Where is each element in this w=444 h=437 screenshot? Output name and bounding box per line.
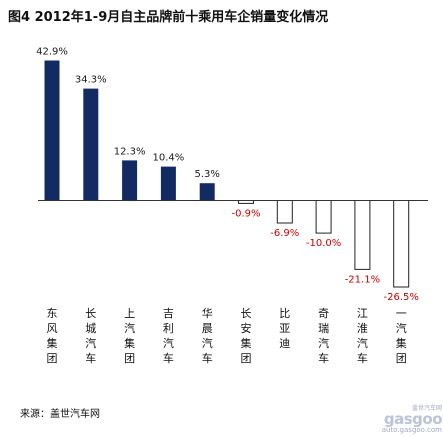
category-label: 长安集团	[241, 307, 252, 365]
bar	[393, 200, 410, 288]
data-label: -10.0%	[306, 238, 341, 249]
data-label: -21.1%	[345, 274, 380, 285]
bar	[44, 60, 60, 201]
category-label: 比亚迪	[279, 307, 290, 350]
data-label: 10.4%	[153, 153, 185, 164]
data-label: 5.3%	[194, 169, 219, 180]
bar	[160, 166, 176, 201]
watermark-tagline: 盖世汽车网	[411, 405, 442, 412]
watermark-brand: gasgoo	[383, 410, 443, 428]
bar	[199, 183, 215, 201]
bar	[122, 160, 138, 201]
category-label: 长城汽车	[85, 307, 96, 365]
data-label: 34.3%	[75, 75, 107, 86]
data-label: -26.5%	[384, 292, 419, 303]
chart-title: 图4 2012年1-9月自主品牌前十乘用车企销量变化情况	[8, 10, 329, 25]
source-note: 来源：盖世汽车网	[20, 409, 100, 420]
watermark-logo: 盖世汽车网 gasgoo auto.gasgoo.com	[360, 403, 443, 435]
data-label: 12.3%	[114, 146, 146, 157]
data-label: -6.9%	[270, 228, 299, 239]
bar	[315, 200, 332, 234]
data-label: 42.9%	[36, 47, 68, 58]
category-label: 江淮汽车	[357, 307, 368, 365]
category-label: 华晨汽车	[202, 306, 213, 365]
bar	[354, 200, 371, 270]
bar	[83, 88, 99, 201]
bar	[276, 200, 293, 224]
category-label: 一汽集团	[396, 307, 407, 365]
category-label: 上汽集团	[124, 307, 135, 365]
category-label: 东风集团	[47, 307, 58, 365]
category-label: 吉利汽车	[163, 307, 174, 365]
category-label: 奇瑞汽车	[318, 307, 329, 365]
data-label: -0.9%	[231, 208, 260, 219]
watermark-url: auto.gasgoo.com	[381, 426, 442, 434]
